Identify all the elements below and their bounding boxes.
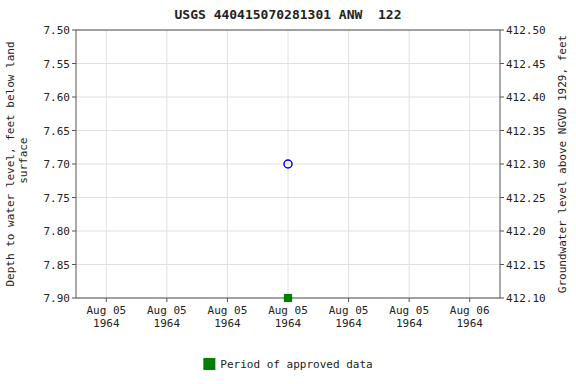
text-line: Groundwater level above NGVD 1929, feet — [556, 35, 569, 293]
y-tick — [72, 197, 76, 198]
y-tick — [72, 130, 76, 131]
y2-tick-label: 412.10 — [506, 292, 546, 305]
legend-swatch — [203, 358, 215, 370]
y-axis-label: Depth to water level, feet below land su… — [4, 41, 30, 286]
x-tick-label: Aug 051964 — [86, 304, 126, 330]
axes: 7.50 7.55 7.60 7.65 7.70 7.75 7.80 7.85 7.90 412.… — [44, 24, 546, 330]
grid — [76, 30, 500, 298]
y-tick — [72, 298, 76, 299]
y-tick-label: 7.65 — [44, 125, 71, 138]
point — [284, 160, 292, 168]
text-line: 1964 — [214, 317, 241, 330]
y-tick — [72, 30, 76, 31]
y2-axis-label: Groundwater level above NGVD 1929, feet — [556, 35, 569, 293]
grid-line — [469, 30, 470, 298]
y2-tick — [500, 264, 504, 265]
y2-tick — [500, 298, 504, 299]
grid-line — [106, 30, 107, 298]
y-tick — [72, 63, 76, 64]
y2-tick — [500, 164, 504, 165]
y2-tick — [500, 30, 504, 31]
y2-tick — [500, 231, 504, 232]
x-tick — [227, 298, 228, 302]
x-tick-label: Aug 051964 — [208, 304, 248, 330]
text-line: Aug 05 — [86, 304, 126, 317]
y2-tick-label: 412.50 — [506, 24, 546, 37]
grid-line — [348, 30, 349, 298]
legend-label: Period of approved data — [220, 358, 372, 371]
text-line: 1964 — [154, 317, 181, 330]
x-tick — [166, 298, 167, 302]
text-line: Aug 06 — [450, 304, 490, 317]
y2-tick — [500, 130, 504, 131]
x-tick-label: Aug 051964 — [268, 304, 308, 330]
x-tick-label: Aug 051964 — [147, 304, 187, 330]
y2-tick-label: 412.30 — [506, 158, 546, 171]
y-tick — [72, 164, 76, 165]
text-line: 1964 — [456, 317, 483, 330]
grid-line — [409, 30, 410, 298]
y-tick-label: 7.50 — [44, 24, 71, 37]
y2-tick — [500, 63, 504, 64]
title: USGS 440415070281301 ANW 122 — [175, 7, 402, 22]
chart: 7.50 7.55 7.60 7.65 7.70 7.75 7.80 7.85 7.90 412.… — [0, 0, 576, 384]
text-line: 1964 — [335, 317, 362, 330]
text-line: Depth to water level, feet below land — [4, 41, 17, 286]
y-tick — [72, 231, 76, 232]
y2-tick-label: 412.15 — [506, 259, 546, 272]
y-tick-label: 7.85 — [44, 259, 71, 272]
x-tick-label: Aug 051964 — [389, 304, 429, 330]
plot-frame — [76, 30, 500, 298]
y-tick-label: 7.80 — [44, 225, 71, 238]
y2-tick-label: 412.45 — [506, 58, 546, 71]
text-line: Aug 05 — [268, 304, 308, 317]
x-tick — [409, 298, 410, 302]
point — [285, 295, 292, 302]
y2-tick — [500, 197, 504, 198]
x-tick-label: Aug 061964 — [450, 304, 490, 330]
y-tick — [72, 97, 76, 98]
x-tick — [348, 298, 349, 302]
y-tick — [72, 264, 76, 265]
text-line: 1964 — [396, 317, 423, 330]
text-line: 1964 — [275, 317, 302, 330]
text-line: Aug 05 — [389, 304, 429, 317]
x-tick — [469, 298, 470, 302]
x-tick — [106, 298, 107, 302]
y-tick-label: 7.55 — [44, 58, 71, 71]
y2-tick-label: 412.20 — [506, 225, 546, 238]
grid-line — [288, 30, 289, 298]
text-line: 1964 — [93, 317, 120, 330]
y2-tick-label: 412.35 — [506, 125, 546, 138]
y-tick-label: 7.90 — [44, 292, 71, 305]
text-line: Aug 05 — [208, 304, 248, 317]
text-line: Aug 05 — [329, 304, 369, 317]
legend: Period of approved data — [203, 358, 372, 371]
x-tick-label: Aug 051964 — [329, 304, 369, 330]
grid-line — [227, 30, 228, 298]
grid-line — [166, 30, 167, 298]
text-line: surface — [17, 138, 30, 191]
y-tick-label: 7.70 — [44, 158, 71, 171]
text-line: Aug 05 — [147, 304, 187, 317]
y-tick-label: 7.75 — [44, 192, 71, 205]
y2-tick — [500, 97, 504, 98]
y2-tick-label: 412.25 — [506, 192, 546, 205]
y-tick-label: 7.60 — [44, 91, 71, 104]
marks — [284, 160, 292, 302]
y2-tick-label: 412.40 — [506, 91, 546, 104]
